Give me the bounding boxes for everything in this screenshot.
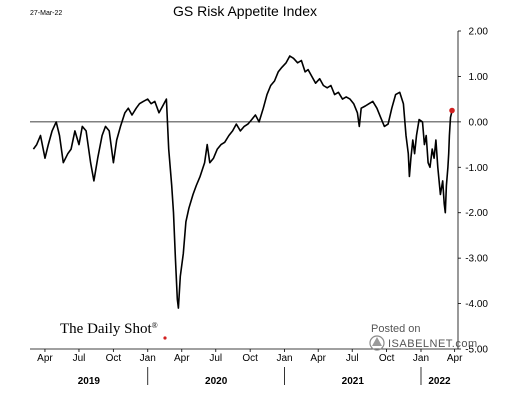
y-tick-group: 2.00 1.00 0.00 -1.00 -2.00 -3.00 -4.00 -5.00 — [458, 27, 488, 356]
daily-shot-logo: The Daily Shot® — [60, 321, 167, 340]
posted-on-text: Posted on — [371, 323, 421, 335]
series-line — [32, 55, 453, 309]
y-tick-label: 1.00 — [469, 72, 489, 83]
x-tick-label: Jul — [209, 353, 222, 364]
x-tick-label: Apr — [174, 353, 190, 364]
y-tick-label: -2.00 — [465, 208, 488, 219]
isabelnet-text: ISABELNET.com — [388, 338, 478, 350]
x-tick-label: Jan — [276, 353, 292, 364]
logo-dot — [163, 336, 167, 340]
year-label: 2021 — [342, 376, 365, 387]
svg-text:The Daily Shot®: The Daily Shot® — [60, 321, 158, 337]
x-tick-label: Jul — [73, 353, 86, 364]
chart-title: GS Risk Appetite Index — [173, 3, 317, 19]
y-tick-label: 0.00 — [469, 117, 489, 128]
x-tick-label: Jan — [413, 353, 429, 364]
isabelnet-logo-icon — [369, 335, 385, 351]
y-tick-label: -4.00 — [465, 299, 488, 310]
x-tick-label: Apr — [447, 353, 463, 364]
x-tick-label: Apr — [310, 353, 326, 364]
x-tick-label: Apr — [37, 353, 53, 364]
x-tick-label: Jan — [140, 353, 156, 364]
registered-mark: ® — [152, 321, 158, 330]
y-tick-label: -5.00 — [465, 345, 488, 356]
isabelnet-watermark: Posted on ISABELNET.com — [369, 323, 478, 351]
year-label: 2022 — [428, 376, 451, 387]
y-tick-label: 2.00 — [469, 27, 489, 38]
year-label: 2020 — [205, 376, 228, 387]
daily-shot-text: The Daily Shot — [60, 321, 152, 337]
y-tick-label: -1.00 — [465, 163, 488, 174]
x-tick-group: Apr Jul Oct Jan Apr Jul Oct Jan Apr Jul Oct Jan Apr — [37, 349, 463, 364]
y-tick-label: -3.00 — [465, 254, 488, 265]
year-label: 2019 — [78, 376, 101, 387]
x-tick-label: Oct — [106, 353, 122, 364]
year-label-group: 2019 2020 2021 2022 — [78, 367, 451, 387]
date-stamp: 27-Mar-22 — [30, 10, 62, 17]
x-tick-label: Jul — [346, 353, 359, 364]
x-tick-label: Oct — [242, 353, 258, 364]
x-tick-label: Oct — [379, 353, 395, 364]
last-point-marker — [449, 107, 455, 114]
